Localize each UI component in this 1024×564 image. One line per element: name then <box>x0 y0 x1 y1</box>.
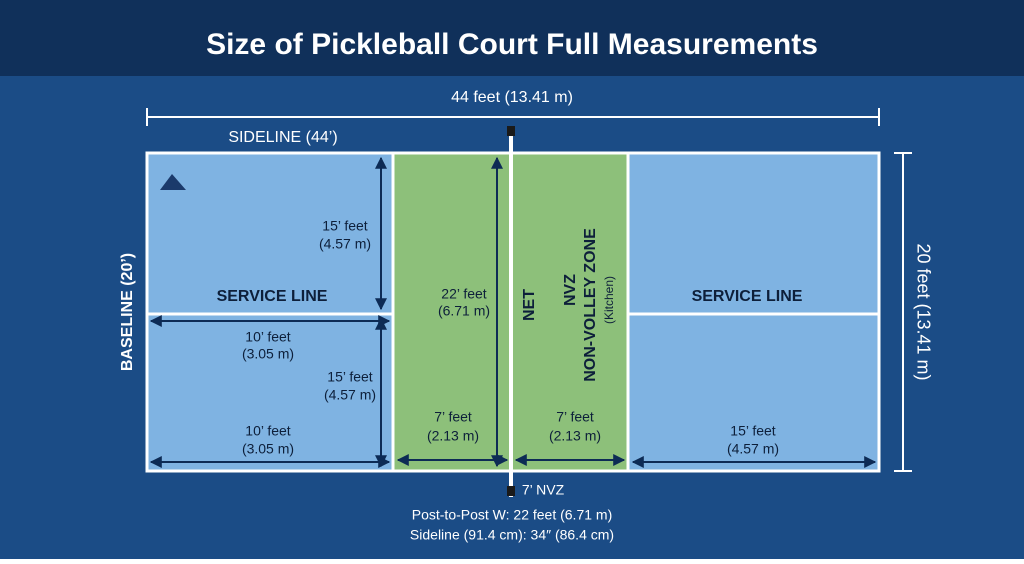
length-label: 44 feet (13.41 m) <box>451 89 573 106</box>
right-court <box>628 153 879 471</box>
dimension-label: (4.57 m) <box>727 441 779 457</box>
sideline-label: SIDELINE (44’) <box>228 129 337 146</box>
dimension-label: 15’ feet <box>322 218 368 234</box>
dimension-label: (2.13 m) <box>549 428 601 444</box>
width-label: 20 feet (13.41 m) <box>913 243 933 380</box>
dimension-label: (2.13 m) <box>427 428 479 444</box>
dimension-label: (3.05 m) <box>242 346 294 362</box>
dimension-label: (4.57 m) <box>319 236 371 252</box>
dimension-label: (3.05 m) <box>242 441 294 457</box>
dimension-label: 7’ feet <box>556 409 594 425</box>
baseline-label: BASELINE (20’) <box>119 253 136 371</box>
net-post <box>507 126 515 136</box>
dimension-label: 15’ feet <box>327 369 373 385</box>
service-line-label: SERVICE LINE <box>217 288 328 305</box>
dimension-label: 7’ feet <box>434 409 472 425</box>
title-bar <box>0 0 1024 76</box>
service-line-label: SERVICE LINE <box>692 288 803 305</box>
footer-note: Post-to-Post W: 22 feet (6.71 m) <box>412 507 612 523</box>
dimension-lines <box>146 108 912 472</box>
dimension-label: (6.71 m) <box>438 303 490 319</box>
dimension-label: 15’ feet <box>730 423 776 439</box>
dimension-label: 10’ feet <box>245 423 291 439</box>
net-label: NET <box>521 289 538 321</box>
title: Size of Pickleball Court Full Measuremen… <box>206 28 818 61</box>
nvz-label: NVZ <box>562 274 579 306</box>
dimension-label: 22’ feet <box>441 286 487 302</box>
left-court <box>147 153 393 471</box>
kitchen-label: (Kitchen) <box>602 276 616 324</box>
logo <box>160 174 186 190</box>
dimension-label: (4.57 m) <box>324 387 376 403</box>
footer-note: Sideline (91.4 cm): 34″ (86.4 cm) <box>410 527 614 543</box>
dimension-label: 10’ feet <box>245 329 291 345</box>
net-post <box>507 486 515 496</box>
nvz-depth-label: 7’ NVZ <box>522 482 565 498</box>
nvz-label: NON-VOLLEY ZONE <box>582 228 599 382</box>
